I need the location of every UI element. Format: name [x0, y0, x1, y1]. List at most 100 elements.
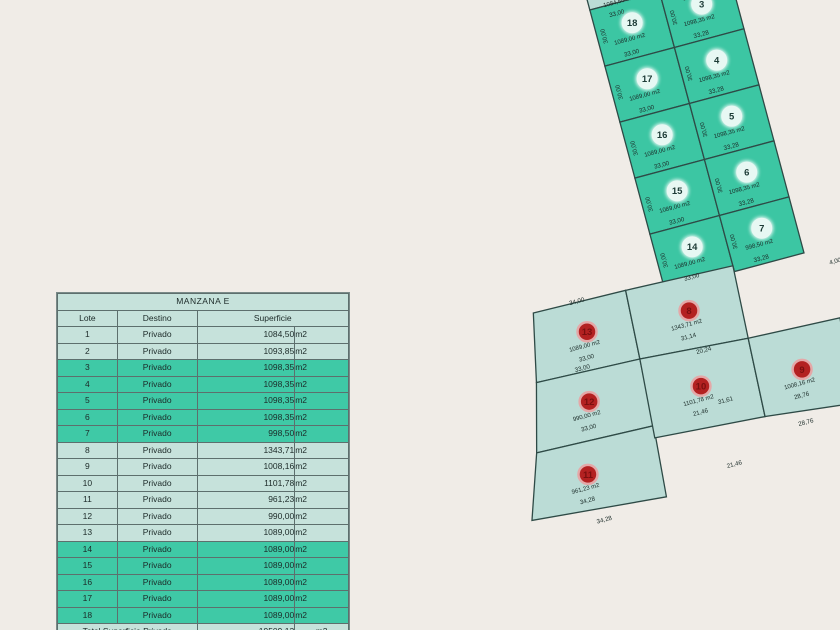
parcel-id-text: 5	[729, 112, 735, 123]
parcel-badge-13[interactable]: 13	[576, 321, 598, 343]
cell-lote: 12	[57, 507, 118, 525]
header-superficie: Superficie	[196, 309, 350, 327]
parcel-badge-8[interactable]: 8	[678, 299, 700, 322]
cell-lote: 17	[57, 590, 118, 608]
parcel-shapes	[531, 0, 840, 522]
header-lote: Lote	[57, 309, 118, 327]
cell-superficie: 1089,00	[196, 590, 296, 608]
cell-unit: m2	[294, 491, 349, 509]
cell-lote: 6	[57, 408, 118, 426]
cell-lote: 14	[57, 540, 118, 558]
parcel-id-text: 4	[714, 56, 720, 67]
parcel-id-text: 15	[672, 186, 683, 197]
cell-destino: Privado	[116, 491, 198, 509]
parcel-badge-11[interactable]: 11	[577, 463, 599, 486]
cell-unit: m2	[294, 540, 349, 558]
map-dimension-label: 33,00	[668, 216, 685, 227]
map-dimension-label: 28,76	[798, 417, 815, 428]
map-dimension-label: 33,00	[574, 363, 591, 374]
total-label: Total Superficie Privada	[57, 623, 198, 630]
parcel-badge-9[interactable]: 9	[791, 358, 813, 381]
cell-superficie: 1089,00	[196, 540, 296, 558]
cell-unit: m2	[294, 590, 349, 608]
table-row: 17 Privado 1089,00 m2	[57, 590, 349, 608]
parcel-badge-12[interactable]: 12	[578, 390, 600, 413]
parcel-id-text: 13	[582, 327, 593, 338]
cell-superficie: 990,00	[196, 507, 296, 525]
map-dimension-label: 31,61	[717, 395, 734, 406]
cell-destino: Privado	[116, 326, 198, 344]
cell-superficie: 1084,50	[196, 326, 296, 344]
cell-unit: m2	[294, 441, 349, 459]
cell-superficie: 1098,35	[196, 359, 296, 377]
parcel-badge-4[interactable]: 4	[706, 49, 728, 71]
cell-lote: 2	[57, 342, 118, 360]
map-dimension-label: 21,46	[692, 407, 709, 418]
parcel-id-text: 8	[686, 306, 691, 317]
parcel-id-text: 16	[657, 130, 668, 141]
map-dimension-label: 30,00	[660, 251, 670, 268]
cell-unit: m2	[294, 458, 349, 476]
parcel-badge-6[interactable]: 6	[736, 161, 758, 183]
table-row: 5 Privado 1098,35 m2	[57, 392, 349, 410]
manzana-e-table-panel: MANZANA E Lote Destino Superficie 1 Privado 10…	[56, 292, 350, 630]
parcel-badge-5[interactable]: 5	[721, 105, 743, 127]
parcel-badge-10[interactable]: 10	[690, 375, 712, 397]
map-dimension-label: 33,00	[683, 272, 700, 283]
table-row: 9 Privado 1008,16 m2	[57, 458, 349, 476]
map-dimension-label: 1084,50 m2	[603, 0, 636, 9]
cell-destino: Privado	[116, 524, 198, 542]
parcel-badge-18[interactable]: 18	[621, 12, 643, 34]
cell-superficie: 1101,78	[196, 474, 296, 492]
cell-unit: m2	[294, 606, 349, 624]
cell-unit: m2	[294, 359, 349, 377]
parcel-11	[531, 424, 668, 522]
cell-superficie: 1098,35	[196, 408, 296, 426]
parcel-badge-14[interactable]: 14	[681, 236, 703, 258]
table-title: MANZANA E	[57, 293, 349, 311]
cell-superficie: 998,50	[196, 425, 296, 443]
parcel-badge-7[interactable]: 7	[751, 217, 773, 239]
map-dimension-label: 30,00	[700, 121, 710, 138]
map-dimension-label: 20,24	[696, 345, 713, 356]
cell-lote: 15	[57, 557, 118, 575]
table-row: 7 Privado 998,50 m2	[57, 425, 349, 443]
cell-unit: m2	[294, 474, 349, 492]
map-dimension-label: 30,00	[685, 65, 695, 82]
map-dimension-label: 30,00	[715, 177, 725, 194]
parcel-id-text: 12	[584, 397, 595, 408]
cell-lote: 1	[57, 326, 118, 344]
table-row: 15 Privado 1089,00 m2	[57, 557, 349, 575]
map-dimension-label: 4,00	[829, 257, 840, 267]
parcel-badge-16[interactable]: 16	[651, 124, 673, 146]
cell-unit: m2	[294, 375, 349, 393]
cell-superficie: 1098,35	[196, 392, 296, 410]
cell-superficie: 1089,00	[196, 606, 296, 624]
parcel-badge-17[interactable]: 17	[636, 68, 658, 90]
cell-lote: 5	[57, 392, 118, 410]
table-row: 8 Privado 1343,71 m2	[57, 441, 349, 459]
cell-lote: 9	[57, 458, 118, 476]
cell-lote: 18	[57, 606, 118, 624]
cell-destino: Privado	[116, 540, 198, 558]
parcel-badge-3[interactable]: 3	[691, 0, 713, 15]
map-dimension-label: 34,28	[579, 495, 596, 506]
lots-table: MANZANA E Lote Destino Superficie 1 Privado 10…	[57, 293, 350, 630]
cell-superficie: 961,23	[196, 491, 296, 509]
table-row: 4 Privado 1098,35 m2	[57, 375, 349, 393]
table-row: 13 Privado 1089,00 m2	[57, 524, 349, 542]
cell-superficie: 1089,00	[196, 573, 296, 591]
map-dimension-label: 33,00	[638, 104, 655, 115]
cell-destino: Privado	[116, 606, 198, 624]
cell-destino: Privado	[116, 359, 198, 377]
parcel-badge-15[interactable]: 15	[666, 180, 688, 202]
map-dimension-label: 30,00	[630, 139, 640, 156]
table-row: 12 Privado 990,00 m2	[57, 507, 349, 525]
table-row: 3 Privado 1098,35 m2	[57, 359, 349, 377]
cell-superficie: 1093,85	[196, 342, 296, 360]
cell-superficie: 1343,71	[196, 441, 296, 459]
map-dimension-label: 33,28	[723, 141, 740, 152]
cell-destino: Privado	[116, 573, 198, 591]
header-destino: Destino	[116, 309, 198, 327]
map-dimension-label: 33,28	[693, 29, 710, 40]
